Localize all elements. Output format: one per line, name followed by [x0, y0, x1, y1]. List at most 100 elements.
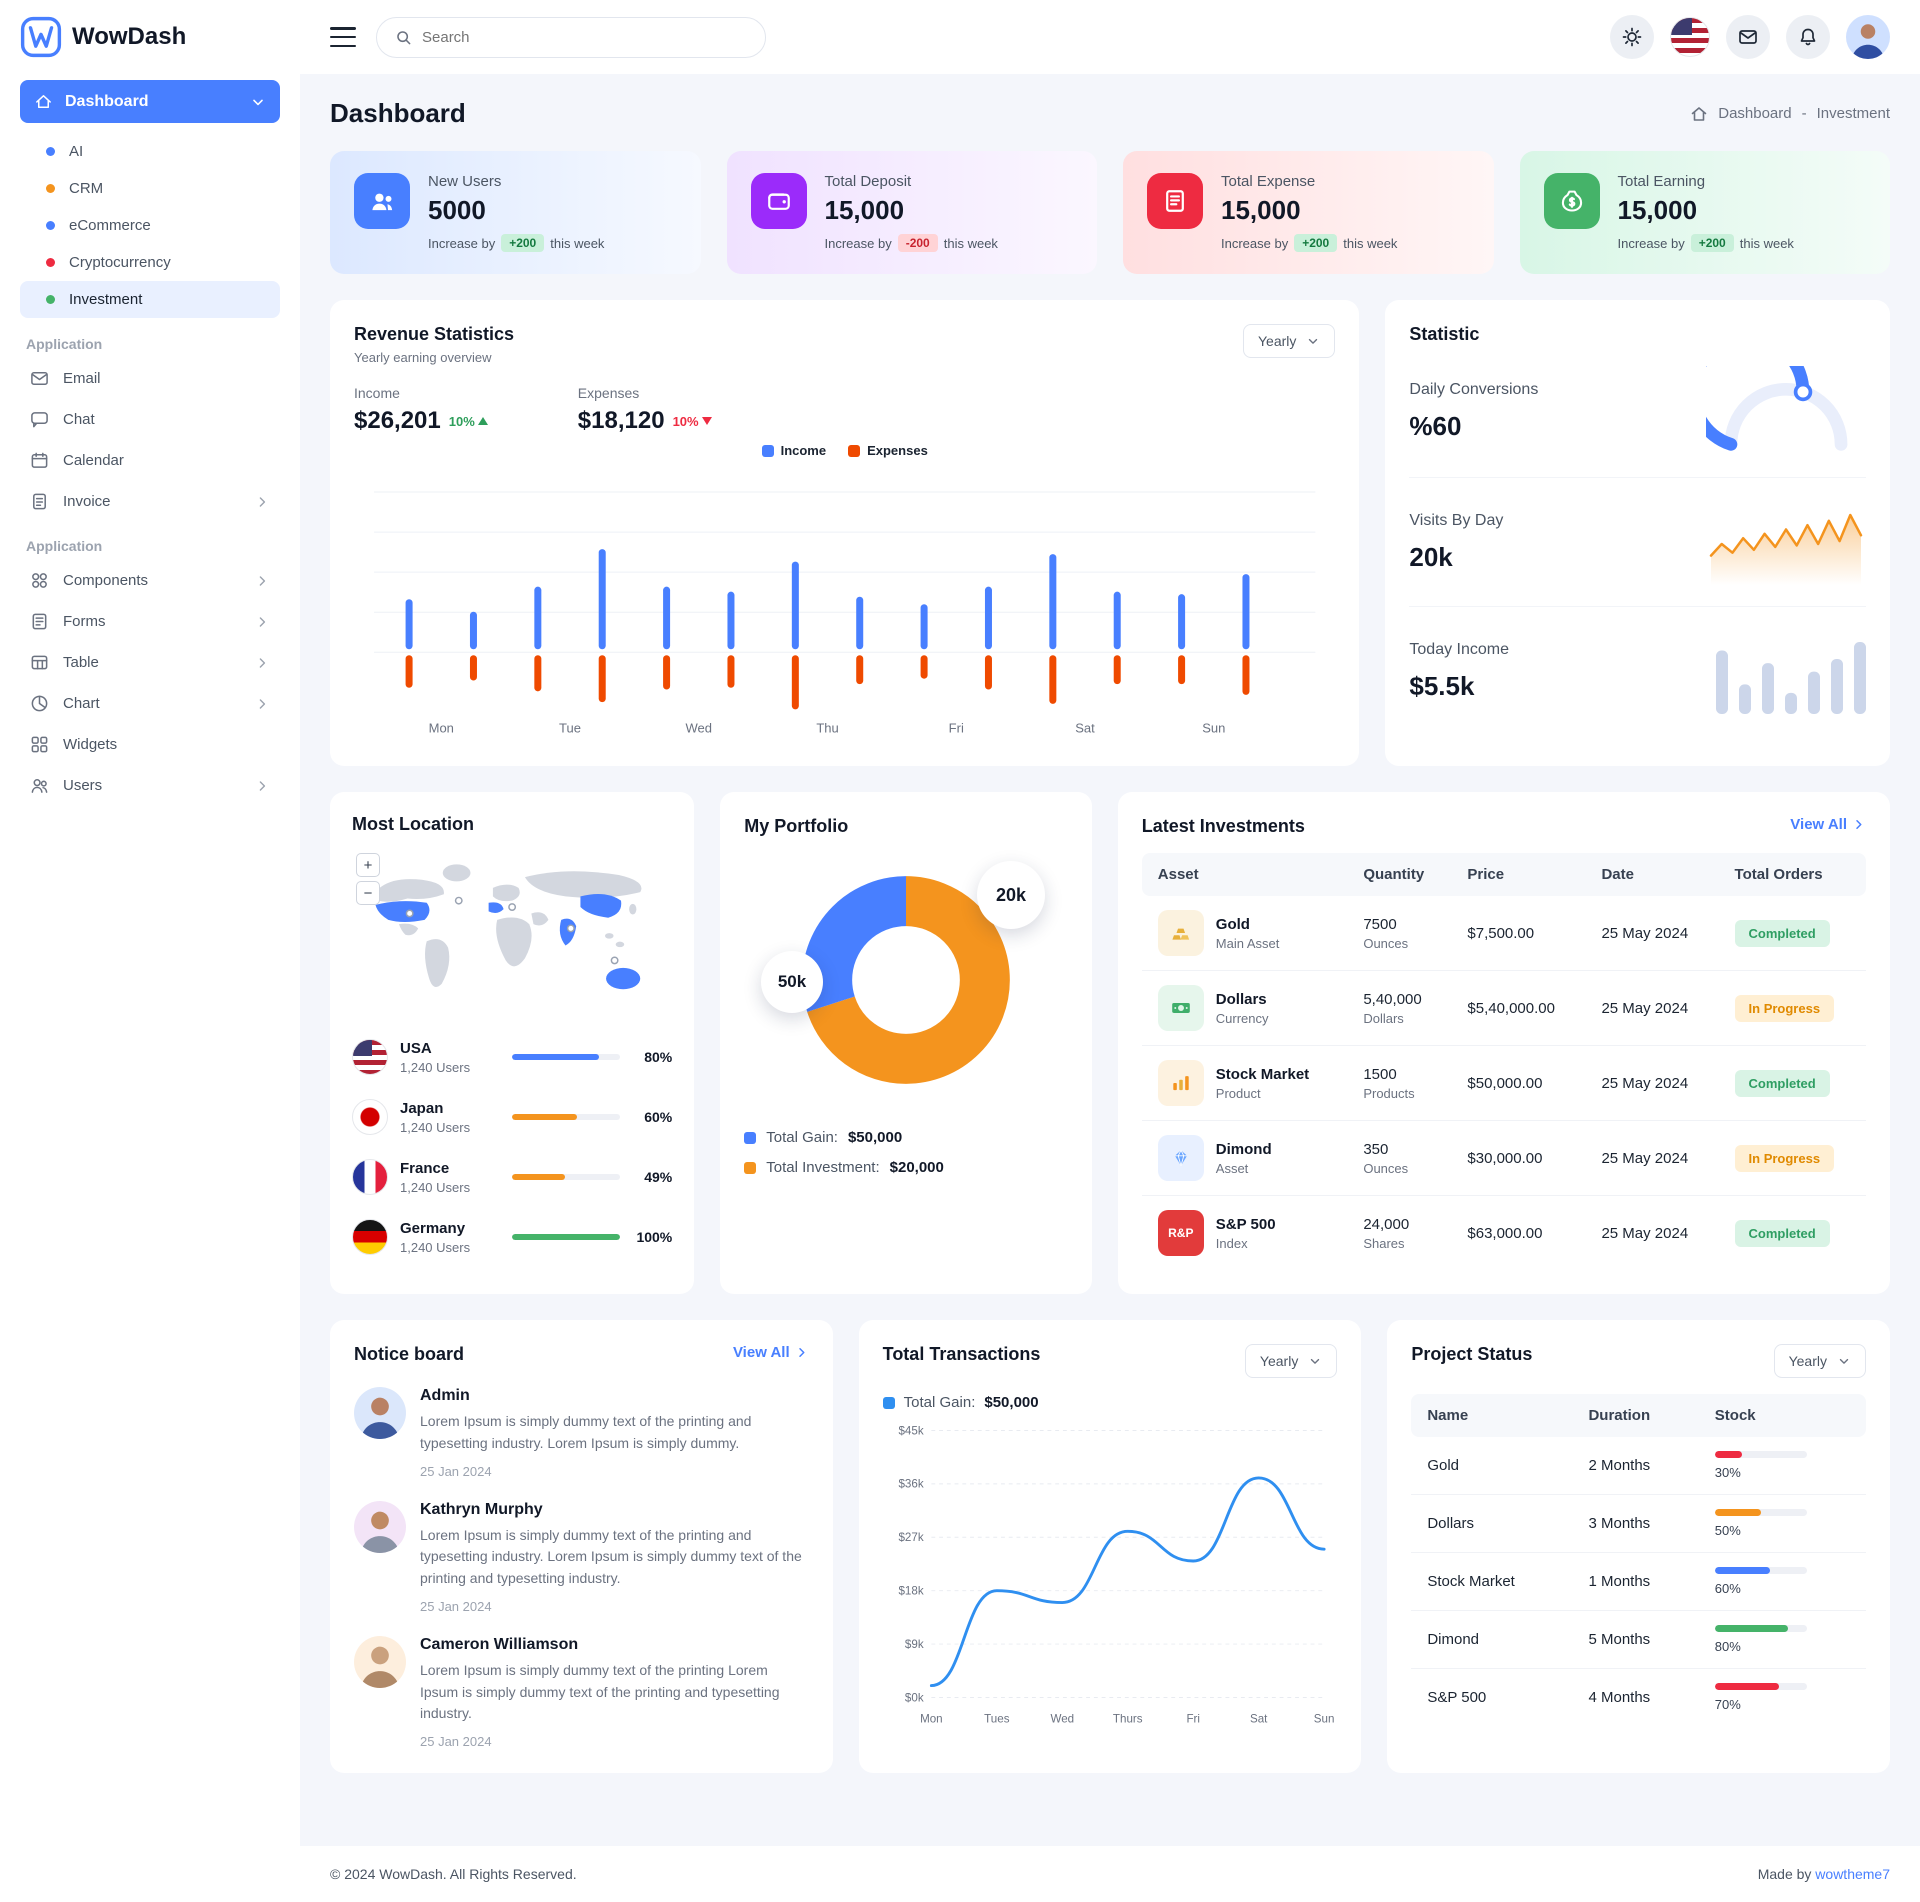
selected-period: Yearly [1259, 1353, 1299, 1370]
language-selector-us-flag-icon[interactable] [1670, 17, 1710, 57]
my-portfolio-card: My Portfolio 20k 50k Total Gain: $50,000 [720, 792, 1092, 1295]
sidebar-item-label: eCommerce [69, 217, 151, 234]
column-header: Duration [1572, 1394, 1699, 1438]
pie-chart-icon [31, 695, 48, 712]
map-zoom-out-button[interactable]: − [356, 881, 380, 906]
chevron-right-icon [259, 780, 266, 791]
gain-legend-swatch [744, 1131, 757, 1144]
visits-by-day-block: Visits By Day 20k [1409, 477, 1866, 606]
sidebar-item-calendar[interactable]: Calendar [20, 440, 280, 481]
column-header: Quantity [1347, 853, 1452, 897]
project-duration: 5 Months [1572, 1610, 1699, 1670]
chevron-right-icon [259, 496, 266, 507]
sidebar-item-email[interactable]: Email [20, 358, 280, 399]
chevron-right-icon [1856, 820, 1862, 830]
main-area: Dashboard Dashboard - Investment New Use… [300, 0, 1920, 1902]
revenue-period-select[interactable]: Yearly [1242, 324, 1336, 358]
svg-text:$36k: $36k [898, 1478, 923, 1491]
messages-button[interactable] [1726, 15, 1770, 59]
asset-type: Index [1215, 1235, 1248, 1251]
transactions-period-select[interactable]: Yearly [1244, 1344, 1338, 1379]
country-percent: 49% [644, 1169, 673, 1186]
project-percent: 30% [1714, 1465, 1741, 1481]
price: $30,000.00 [1451, 1120, 1586, 1197]
project-duration: 2 Months [1572, 1437, 1699, 1496]
table-row: Dimond Asset 350 Ounces $30,000.00 25 Ma… [1141, 1120, 1866, 1197]
profile-avatar[interactable] [1846, 15, 1890, 59]
progress-bar [1714, 1567, 1807, 1575]
date: 25 May 2024 [1585, 896, 1719, 972]
metric-label: Today Income [1409, 640, 1509, 658]
wowtheme7-link[interactable]: wowtheme7 [1815, 1866, 1890, 1882]
svg-text:Wed: Wed [1050, 1713, 1074, 1726]
table-icon [31, 655, 48, 670]
japan-flag-icon [352, 1099, 388, 1136]
notice-date: 25 Jan 2024 [420, 1598, 492, 1614]
brand-logo[interactable]: WowDash [20, 0, 280, 74]
revenue-legend: Income Expenses [354, 443, 1335, 458]
investment-legend-swatch [744, 1161, 757, 1174]
svg-text:Thurs: Thurs [1113, 1713, 1143, 1726]
price: $5,40,000.00 [1451, 970, 1586, 1047]
sidebar-item-chat[interactable]: Chat [20, 399, 280, 440]
sp500-icon: R&P [1157, 1210, 1204, 1257]
avatar [354, 1500, 406, 1553]
svg-text:Sat: Sat [1250, 1713, 1268, 1726]
sidebar-toggle-button[interactable] [330, 27, 356, 47]
table-row: Stock Market Product 1500 Products $50,0… [1141, 1045, 1866, 1122]
brand-name: WowDash [72, 23, 187, 50]
country-users: 1,240 Users [400, 1179, 471, 1195]
sidebar-item-components[interactable]: Components [20, 560, 280, 601]
quantity-unit: Ounces [1363, 935, 1409, 951]
sidebar-item-dashboard[interactable]: Dashboard [20, 80, 280, 123]
sidebar-item-invoice[interactable]: Invoice [20, 481, 280, 522]
income-value: $26,201 [354, 407, 441, 434]
map-zoom-in-button[interactable]: + [356, 853, 380, 878]
search-box[interactable] [376, 16, 766, 58]
stat-card-total-earning: Total Earning 15,000 Increase by +200 th… [1519, 151, 1890, 274]
list-item: Japan 1,240 Users 60% [352, 1087, 672, 1147]
sidebar-item-cryptocurrency[interactable]: Cryptocurrency [20, 244, 280, 281]
sidebar-item-investment[interactable]: Investment [20, 281, 280, 318]
view-all-link[interactable]: View All [1790, 816, 1866, 833]
page-title: Dashboard [330, 98, 466, 128]
sidebar-item-chart[interactable]: Chart [20, 683, 280, 724]
sidebar-item-crm[interactable]: CRM [20, 170, 280, 207]
daily-conversions-block: Daily Conversions %60 [1409, 345, 1866, 477]
stat-value: 15,000 [1221, 195, 1301, 225]
price: $50,000.00 [1451, 1045, 1586, 1122]
list-item: France 1,240 Users 49% [352, 1147, 672, 1207]
arrow-up-icon [477, 417, 488, 425]
stat-delta-badge: +200 [1690, 234, 1734, 252]
search-input[interactable] [422, 28, 747, 46]
asset-type: Currency [1215, 1010, 1269, 1026]
widgets-icon [31, 736, 48, 753]
svg-text:Mon: Mon [429, 720, 454, 735]
sidebar-item-label: Chat [63, 411, 95, 428]
svg-text:$18k: $18k [898, 1585, 923, 1598]
sidebar-item-table[interactable]: Table [20, 642, 280, 683]
svg-text:Sat: Sat [1075, 720, 1095, 735]
sidebar-item-forms[interactable]: Forms [20, 601, 280, 642]
price: $7,500.00 [1451, 896, 1586, 972]
country-percent: 100% [636, 1229, 673, 1246]
world-map-image [371, 864, 642, 990]
status-badge: Completed [1734, 1219, 1830, 1247]
project-period-select[interactable]: Yearly [1773, 1344, 1866, 1379]
stat-lead: Increase by [1617, 235, 1685, 251]
sidebar-item-ai[interactable]: AI [20, 133, 280, 170]
progress-bar [1714, 1625, 1807, 1633]
table-row: S&P 500 4 Months 70% [1411, 1669, 1866, 1727]
project-name: Dollars [1411, 1494, 1573, 1554]
country-name: Germany [400, 1219, 466, 1237]
sidebar-item-ecommerce[interactable]: eCommerce [20, 207, 280, 244]
view-all-link[interactable]: View All [733, 1344, 809, 1361]
theme-toggle-button[interactable] [1610, 15, 1654, 59]
expenses-label: Expenses [577, 385, 640, 401]
sidebar-item-widgets[interactable]: Widgets [20, 724, 280, 765]
notifications-button[interactable] [1786, 15, 1830, 59]
breadcrumb-home[interactable]: Dashboard [1718, 105, 1792, 122]
sidebar-item-users[interactable]: Users [20, 765, 280, 806]
stock-market-icon [1157, 1060, 1204, 1107]
chevron-right-icon [259, 616, 266, 627]
